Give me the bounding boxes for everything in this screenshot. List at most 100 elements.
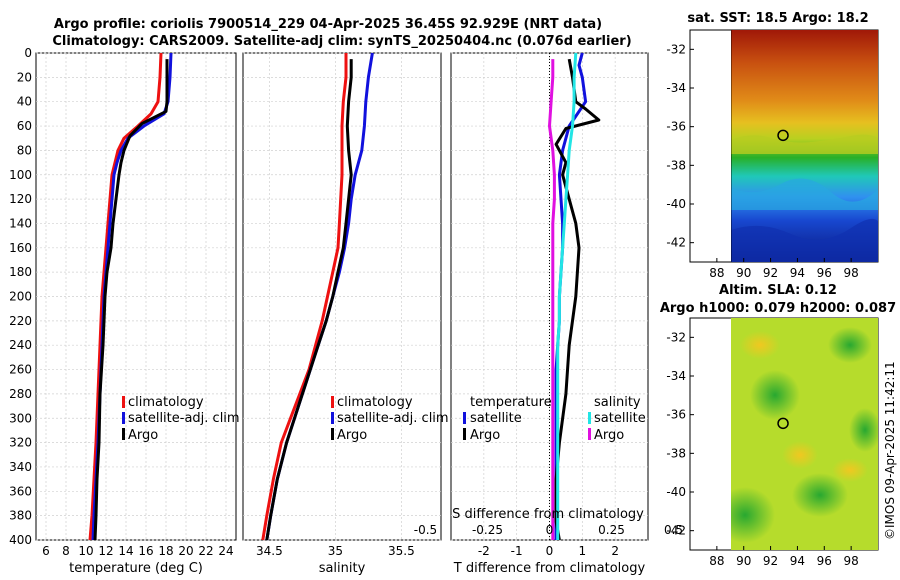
sla-map-ticks: 88 90 92 94 96 98 -32 -34 -36 -38 -40 -42 — [666, 330, 858, 568]
x-tick-label: -2 — [478, 544, 490, 558]
title-line-1: Argo profile: coriolis 7900514_229 04-Ap… — [54, 17, 602, 32]
map-x-tick-label: 98 — [844, 266, 859, 280]
y-tick-label: 360 — [9, 484, 32, 498]
sst-cold-band — [731, 219, 878, 262]
legend-swatch-argo — [331, 428, 334, 440]
s-difference-ticks: -0.5 -0.25 0 0.25 0.5 — [414, 523, 683, 537]
sst-argo-marker — [777, 129, 789, 142]
legend-label-climatology: climatology — [128, 395, 204, 410]
s-tick-label: 0.25 — [598, 523, 625, 537]
salinity-legend: climatology satellite-adj. clim Argo — [331, 395, 449, 443]
map-x-tick-label: 88 — [709, 554, 724, 568]
s-tick-label: 0.5 — [664, 523, 683, 537]
series-line-salinity-satellite — [556, 52, 578, 540]
map-x-tick-label: 94 — [790, 554, 805, 568]
legend-label-t-satellite: satellite — [470, 411, 522, 426]
x-tick-label: 10 — [78, 544, 93, 558]
legend-label-argo: Argo — [337, 428, 367, 443]
sla-high-patch — [782, 441, 818, 469]
x-tick-label: 14 — [118, 544, 133, 558]
legend-swatch-satellite — [331, 412, 334, 424]
sla-map-title: Altim. SLA: 0.12 — [719, 283, 837, 298]
sla-low-patch — [828, 327, 872, 363]
legend-label-climatology: climatology — [337, 395, 413, 410]
temperature-panel: 0 20 40 60 80 100 120 140 160 180 200 220 240 260 280 3… — [9, 46, 237, 576]
y-tick-label: 200 — [9, 290, 32, 304]
map-y-tick-label: -42 — [666, 236, 686, 250]
map-x-tick-label: 94 — [790, 266, 805, 280]
y-tick-label: 320 — [9, 436, 32, 450]
x-tick-label: 2 — [611, 544, 619, 558]
legend-label-s-argo: Argo — [594, 428, 624, 443]
legend-swatch-s-argo — [588, 428, 591, 440]
map-x-tick-label: 92 — [763, 266, 778, 280]
map-y-tick-label: -34 — [666, 369, 686, 383]
x-tick-label: 1 — [579, 544, 587, 558]
temperature-legend: climatology satellite-adj. clim Argo — [122, 395, 240, 443]
x-tick-label: 22 — [198, 544, 213, 558]
x-axis-label: T difference from climatology — [453, 561, 646, 576]
y-tick-label: 40 — [17, 95, 32, 109]
y-tick-label: 400 — [9, 533, 32, 547]
difference-legend: temperature satellite Argo salinity sate… — [463, 395, 646, 443]
sst-front-band — [731, 134, 878, 154]
series-line-salinity-argo — [548, 59, 556, 540]
map-x-tick-label: 88 — [709, 266, 724, 280]
sla-map-subtitle: Argo h1000: 0.079 h2000: 0.087 — [660, 301, 896, 316]
series-line-climatology — [88, 52, 163, 541]
sla-low-patch — [792, 473, 848, 517]
map-y-tick-label: -38 — [666, 446, 686, 460]
sla-low-patch — [750, 370, 800, 420]
x-tick-label: -1 — [511, 544, 523, 558]
y-tick-label: 120 — [9, 192, 32, 206]
map-y-tick-label: -40 — [666, 485, 686, 499]
sla-argo-marker — [777, 417, 789, 430]
map-x-tick-label: 92 — [763, 554, 778, 568]
map-y-tick-label: -32 — [666, 330, 686, 344]
sst-data-edge — [731, 30, 732, 262]
sla-low-patch — [849, 408, 878, 452]
imos-watermark: ©IMOS 09-Apr-2025 11:42:11 — [883, 361, 897, 540]
x-tick-label: 20 — [178, 544, 193, 558]
y-tick-label: 340 — [9, 460, 32, 474]
map-y-tick-label: -34 — [666, 81, 686, 95]
y-tick-label: 280 — [9, 387, 32, 401]
map-y-tick-label: -40 — [666, 197, 686, 211]
legend-label-argo: Argo — [128, 428, 158, 443]
y-tick-label: 220 — [9, 314, 32, 328]
x-tick-label: 16 — [138, 544, 153, 558]
map-y-tick-label: -36 — [666, 120, 686, 134]
legend-label-satellite: satellite-adj. clim — [337, 411, 449, 426]
x-axis-label: temperature (deg C) — [69, 561, 203, 576]
x-tick-label: 6 — [42, 544, 50, 558]
legend-swatch-argo — [122, 428, 125, 440]
y-tick-label: 100 — [9, 168, 32, 182]
salinity-panel: 34.5 35 35.5 salinity — [242, 52, 442, 576]
x-tick-label: 12 — [98, 544, 113, 558]
sla-high-patch — [740, 331, 780, 359]
s-difference-axis-title: S difference from climatology — [452, 507, 644, 522]
map-y-tick-label: -42 — [666, 524, 686, 538]
sst-map: 88 90 92 94 96 98 -32 -34 -36 -38 -40 -42 — [666, 29, 879, 280]
y-tick-label: 380 — [9, 509, 32, 523]
map-x-tick-label: 90 — [736, 266, 751, 280]
map-x-tick-label: 98 — [844, 554, 859, 568]
legend-label-temperature: temperature — [470, 395, 552, 410]
series-line-climatology — [261, 53, 348, 541]
x-tick-label: 35.5 — [388, 544, 415, 558]
s-tick-label: -0.5 — [414, 523, 437, 537]
x-tick-label: 18 — [158, 544, 173, 558]
x-tick-label: 34.5 — [256, 544, 283, 558]
sst-map-ticks: 88 90 92 94 96 98 -32 -34 -36 -38 -40 -42 — [666, 42, 858, 280]
series-line-argo — [265, 59, 353, 541]
sst-cool-band — [731, 178, 878, 210]
legend-label-salinity: salinity — [594, 395, 641, 410]
sla-high-patch — [832, 458, 868, 482]
map-y-tick-label: -36 — [666, 408, 686, 422]
series-line-argo — [93, 59, 169, 541]
map-x-tick-label: 96 — [817, 554, 832, 568]
legend-swatch-climatology — [122, 396, 125, 408]
map-x-tick-label: 90 — [736, 554, 751, 568]
legend-swatch-s-satellite — [588, 412, 591, 424]
y-tick-label: 60 — [17, 119, 32, 133]
